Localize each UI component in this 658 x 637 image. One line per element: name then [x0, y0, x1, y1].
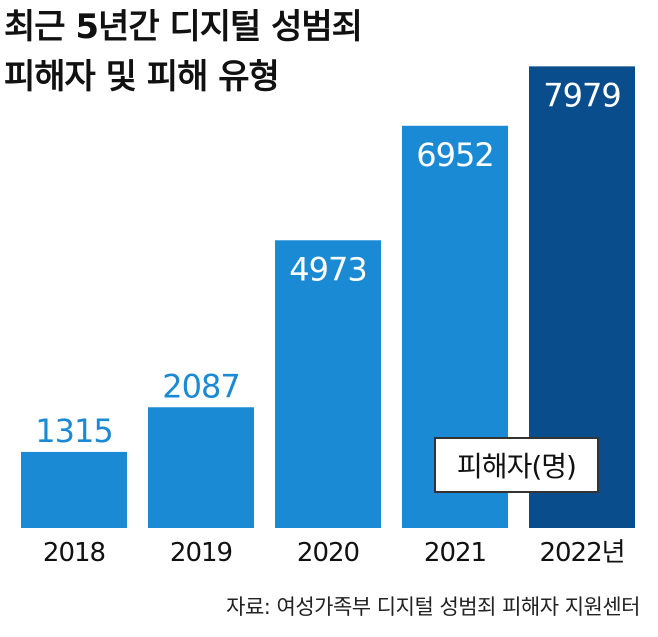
bar-value-label: 1315 — [35, 412, 112, 450]
title-line-2: 피해자 및 피해 유형 — [4, 57, 280, 97]
x-tick-label: 2020 — [297, 538, 359, 568]
chart-title: 최근 5년간 디지털 성범죄 피해자 및 피해 유형 — [4, 2, 363, 102]
title-line-1: 최근 5년간 디지털 성범죄 — [4, 7, 363, 47]
bar-2020 — [275, 240, 381, 528]
bar-value-label: 7979 — [543, 76, 620, 114]
legend-box: 피해자(명) — [434, 437, 599, 493]
x-tick-label: 2019 — [170, 538, 232, 568]
bar-2018 — [21, 451, 127, 528]
bar-2019 — [148, 407, 254, 528]
legend-label: 피해자(명) — [457, 450, 577, 483]
source-note: 자료: 여성가족부 디지털 성범죄 피해자 지원센터 — [226, 595, 640, 619]
x-tick-label: 2021 — [424, 538, 486, 568]
bar-value-label: 2087 — [162, 367, 239, 405]
x-tick-label: 2022년 — [539, 538, 624, 568]
x-tick-label: 2018 — [43, 538, 105, 568]
bar-value-label: 6952 — [416, 136, 493, 174]
bar-value-label: 4973 — [289, 250, 366, 288]
